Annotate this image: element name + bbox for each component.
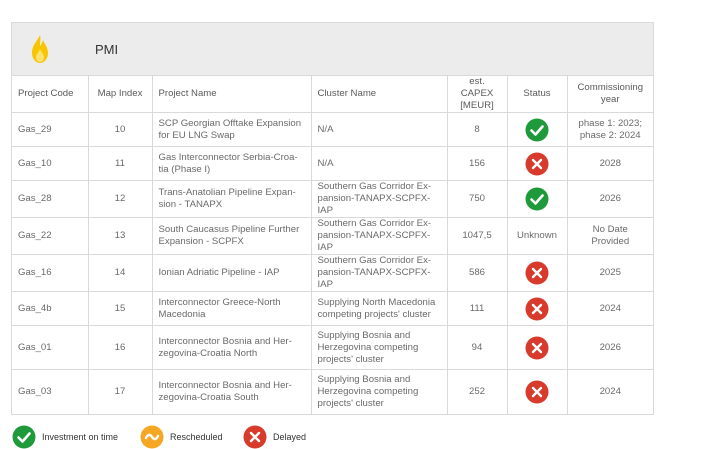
cell-cluster-name: N/A (311, 146, 448, 181)
status-text: Unknown (517, 230, 557, 241)
cell-project-name: Interconnector Greece-North Macedonia (152, 291, 312, 326)
status-cell (507, 325, 568, 370)
cell-commissioning-year: 2025 (567, 254, 653, 292)
cell-project-name: Interconnector Bosnia and Her-zegovina-C… (152, 369, 312, 414)
cell-commissioning-year: 2024 (567, 291, 653, 326)
header-capex: est. CAPEX [MEUR] (447, 76, 508, 113)
status-cell: Unknown (507, 217, 568, 255)
cell-project-name: SCP Georgian Offtake Expansion for EU LN… (152, 112, 312, 147)
cell-project-name: Interconnector Bosnia and Her-zegovina-C… (152, 325, 312, 370)
header-project-name: Project Name (152, 76, 312, 113)
check-circle-icon (525, 118, 549, 141)
cell-capex: 750 (447, 180, 508, 218)
status-cell (507, 180, 568, 218)
cell-commissioning-year: 2026 (567, 325, 653, 370)
cell-project-code: Gas_03 (12, 369, 89, 414)
cell-project-name: Ionian Adriatic Pipeline - IAP (152, 254, 312, 292)
status-cell (507, 254, 568, 292)
cell-project-name: Trans-Anatolian Pipeline Expan-sion - TA… (152, 180, 312, 218)
x-circle-icon (525, 152, 549, 175)
cell-capex: 1047,5 (447, 217, 508, 255)
cell-cluster-name: Southern Gas Corridor Ex-pansion-TANAPX-… (311, 217, 448, 255)
cell-project-code: Gas_4b (12, 291, 89, 326)
x-circle-icon (525, 380, 549, 404)
projects-table: Project Code Map Index Project Name Clus… (12, 76, 653, 414)
status-cell (507, 146, 568, 181)
legend-delayed-label: Delayed (273, 432, 307, 442)
cell-map-index: 17 (88, 369, 153, 414)
cell-project-code: Gas_28 (12, 180, 89, 218)
cell-cluster-name: Supplying North Macedonia competing proj… (311, 291, 448, 326)
header-map-index: Map Index (88, 76, 153, 113)
x-circle-icon (525, 261, 549, 285)
cell-map-index: 10 (88, 112, 153, 147)
table-row: Gas_28 12 Trans-Anatolian Pipeline Expan-s… (12, 180, 653, 218)
table-row: Gas_01 16 Interconnector Bosnia and Her-ze… (12, 325, 653, 370)
legend-on-time-label: Investment on time (42, 432, 119, 442)
cell-commissioning-year: phase 1: 2023; phase 2: 2024 (567, 112, 653, 147)
cell-project-code: Gas_10 (12, 146, 89, 181)
cell-map-index: 13 (88, 217, 153, 255)
status-cell (507, 112, 568, 147)
table-row: Gas_03 17 Interconnector Bosnia and Her-ze… (12, 369, 653, 414)
legend-on-time: Investment on time (12, 425, 118, 449)
x-circle-icon (525, 297, 549, 320)
pmi-panel: PMI Project Code Map Index Project Name … (11, 22, 654, 415)
cell-commissioning-year: 2028 (567, 146, 653, 181)
cell-map-index: 12 (88, 180, 153, 218)
header-status: Status (507, 76, 568, 113)
legend-rescheduled: Rescheduled (140, 425, 223, 449)
table-row: Gas_29 10 SCP Georgian Offtake Expansion f… (12, 112, 653, 147)
cell-cluster-name: Supplying Bosnia and Herzegovina competi… (311, 369, 448, 414)
cell-project-code: Gas_29 (12, 112, 89, 147)
status-cell (507, 369, 568, 414)
cell-capex: 94 (447, 325, 508, 370)
cell-cluster-name: Supplying Bosnia and Herzegovina competi… (311, 325, 448, 370)
cell-map-index: 16 (88, 325, 153, 370)
cell-map-index: 15 (88, 291, 153, 326)
cell-project-code: Gas_01 (12, 325, 89, 370)
cell-cluster-name: Southern Gas Corridor Ex-pansion-TANAPX-… (311, 180, 448, 218)
x-circle-icon (243, 425, 267, 449)
cell-cluster-name: N/A (311, 112, 448, 147)
cell-capex: 252 (447, 369, 508, 414)
cell-project-name: Gas Interconnector Serbia-Croa-tia (Phas… (152, 146, 312, 181)
cell-project-code: Gas_16 (12, 254, 89, 292)
cell-capex: 8 (447, 112, 508, 147)
flame-icon (32, 35, 48, 63)
panel-header: PMI (12, 23, 653, 76)
legend-rescheduled-label: Rescheduled (170, 432, 223, 442)
check-circle-icon (12, 425, 36, 449)
header-cluster-name: Cluster Name (311, 76, 448, 113)
cell-capex: 586 (447, 254, 508, 292)
status-cell (507, 291, 568, 326)
header-commissioning-year: Commissioning year (567, 76, 653, 113)
cell-commissioning-year: 2024 (599, 385, 621, 397)
table-row: Gas_22 13 South Caucasus Pipeline Further … (12, 217, 653, 255)
cell-cluster-name: Southern Gas Corridor Ex-pansion-TANAPX-… (311, 254, 448, 292)
check-circle-icon (525, 187, 549, 211)
cell-map-index: 14 (88, 254, 153, 292)
table-row: Gas_4b 15 Interconnector Greece-North Mace… (12, 291, 653, 326)
table-row: Gas_16 14 Ionian Adriatic Pipeline - IAP So… (12, 254, 653, 292)
cell-project-name: South Caucasus Pipeline Further Expansio… (152, 217, 312, 255)
legend-delayed: Delayed (243, 425, 306, 449)
cell-commissioning-year: No Date Provided (567, 217, 653, 255)
cell-commissioning-year: 2026 (567, 180, 653, 218)
x-circle-icon (525, 336, 549, 359)
cell-project-code: Gas_22 (12, 217, 89, 255)
cell-map-index: 11 (88, 146, 153, 181)
header-project-code: Project Code (12, 76, 89, 113)
table-header-row: Project Code Map Index Project Name Clus… (12, 76, 653, 113)
tilde-circle-icon (140, 425, 164, 449)
cell-capex: 111 (447, 291, 508, 326)
cell-capex: 156 (447, 146, 508, 181)
panel-title: PMI (95, 42, 119, 57)
table-row: Gas_10 11 Gas Interconnector Serbia-Croa-t… (12, 146, 653, 181)
